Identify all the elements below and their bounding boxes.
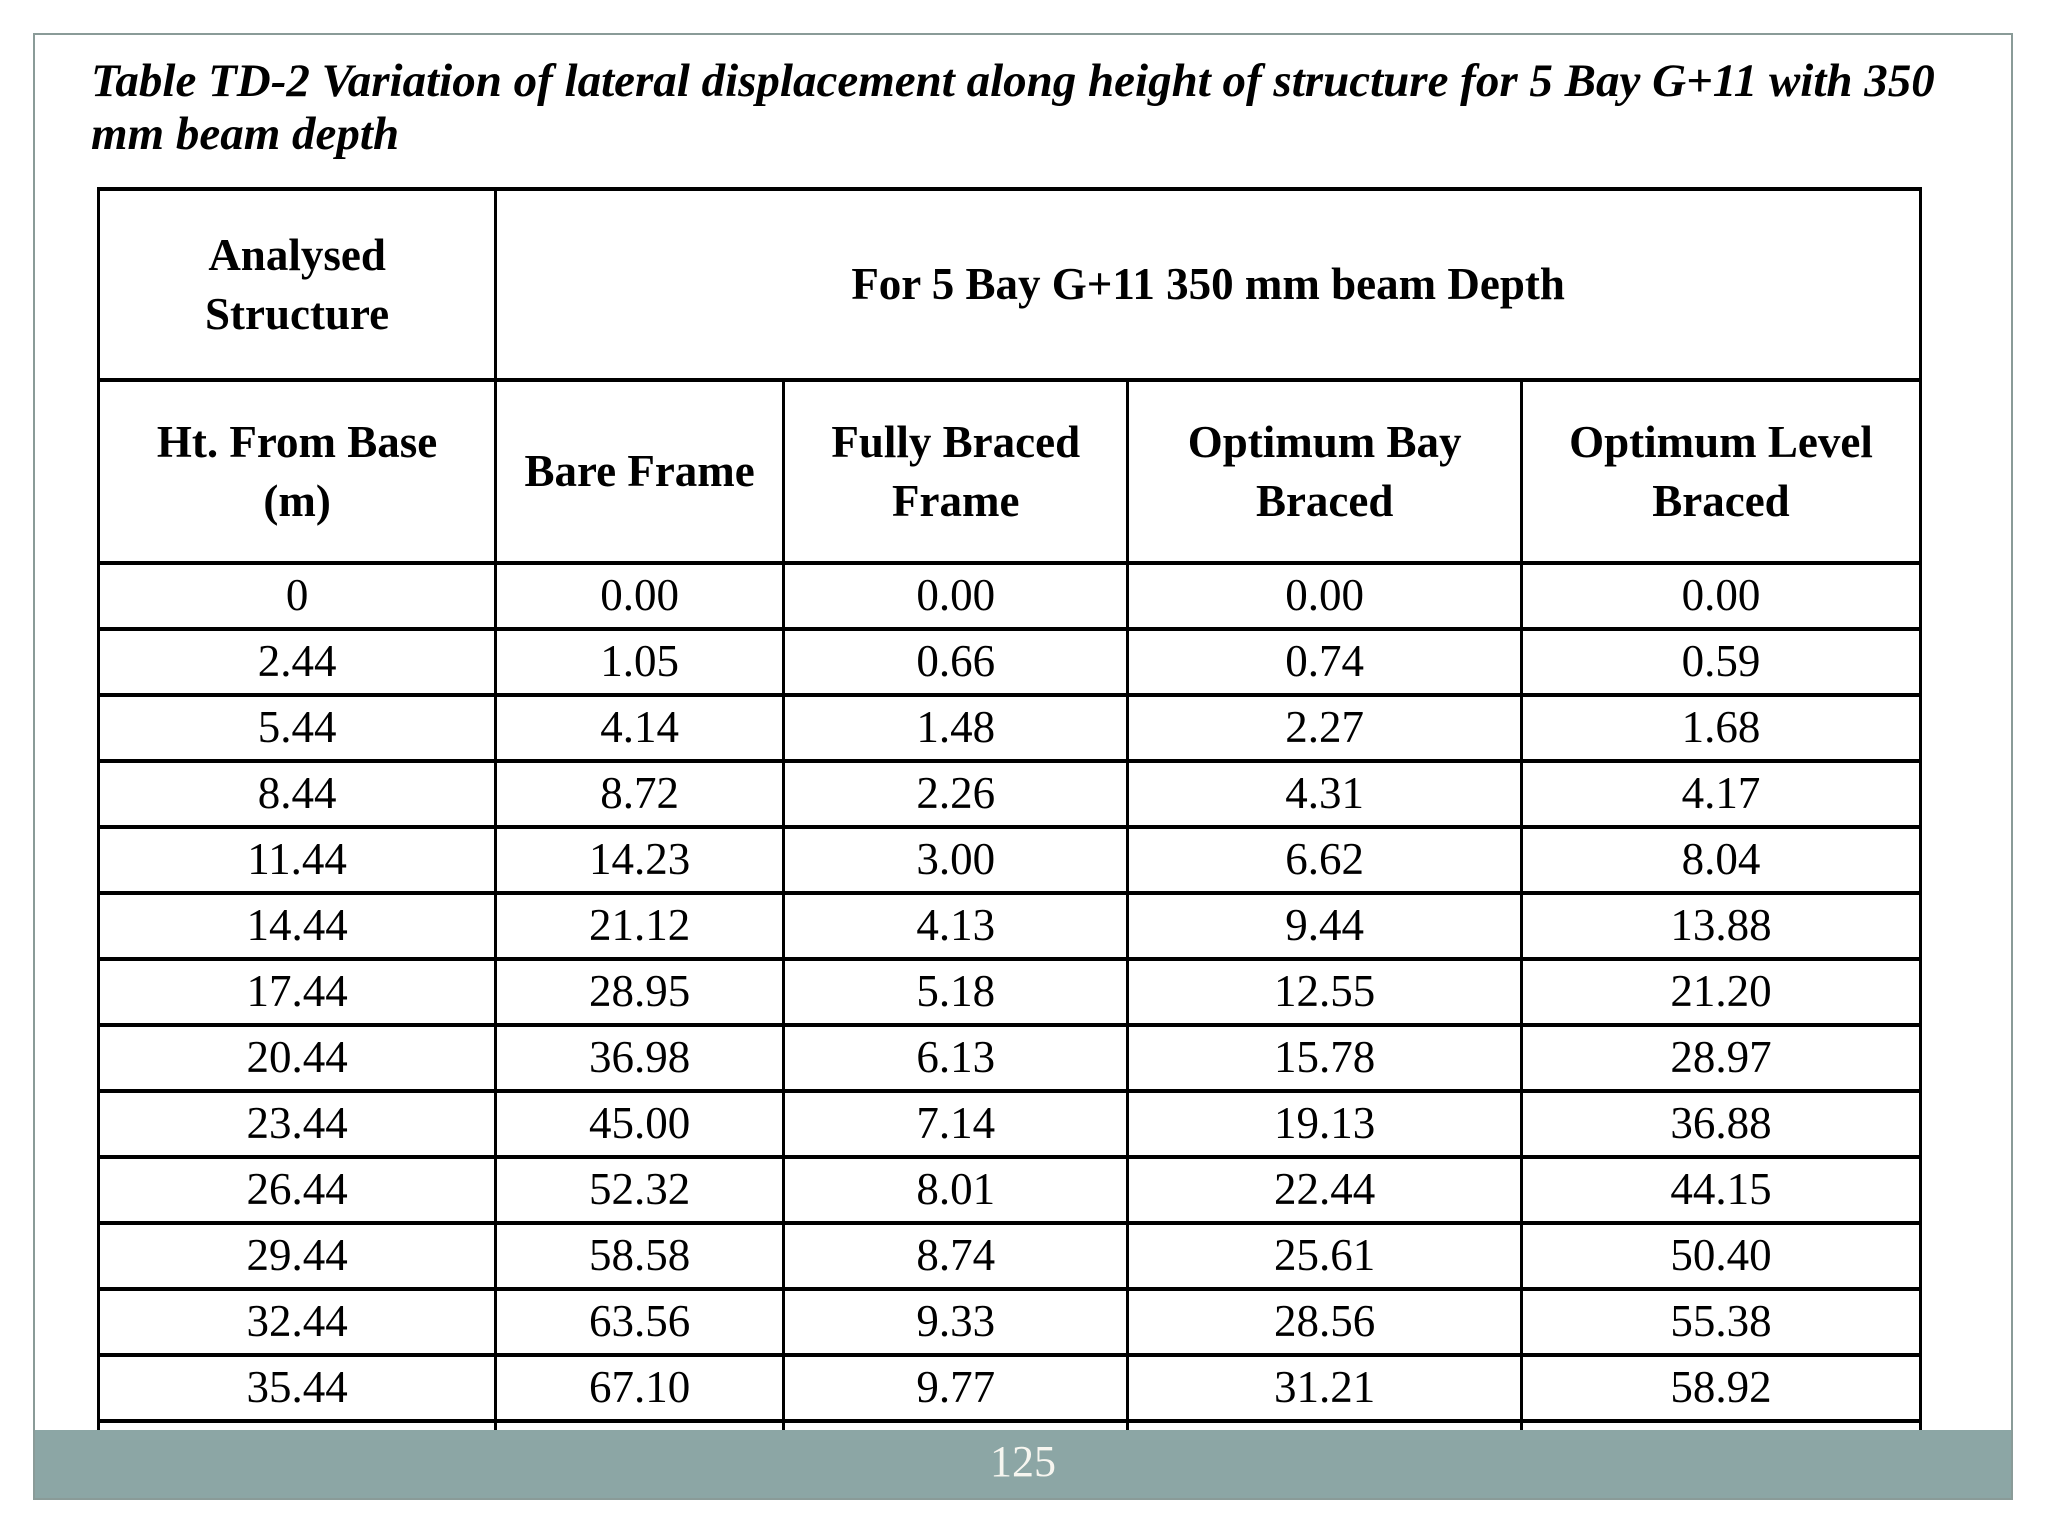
table-header-row-1: Analysed Structure For 5 Bay G+11 350 mm… <box>96 187 1922 382</box>
cell: 2.27 <box>1126 693 1523 763</box>
cell: 26.44 <box>96 1155 498 1225</box>
header-ht-from-base: Ht. From Base (m) <box>96 378 498 565</box>
cell: 35.44 <box>96 1353 498 1423</box>
cell: 13.88 <box>1519 891 1923 961</box>
cell: 28.56 <box>1126 1287 1523 1357</box>
cell: 58.92 <box>1519 1353 1923 1423</box>
cell: 21.20 <box>1519 957 1923 1027</box>
table-row: 0 0.00 0.00 0.00 0.00 <box>96 561 1923 631</box>
footer-band: 125 <box>35 1430 2011 1498</box>
header-analysed-structure: Analysed Structure <box>96 187 498 382</box>
table-row: 14.44 21.12 4.13 9.44 13.88 <box>96 891 1923 961</box>
table-row: 2.44 1.05 0.66 0.74 0.59 <box>96 627 1923 697</box>
cell: 36.88 <box>1519 1089 1923 1159</box>
cell: 58.58 <box>494 1221 786 1291</box>
cell: 1.68 <box>1519 693 1923 763</box>
cell: 0.59 <box>1519 627 1923 697</box>
table-caption: Table TD-2 Variation of lateral displace… <box>91 55 1935 160</box>
table-row: 35.44 67.10 9.77 31.21 58.92 <box>96 1353 1923 1423</box>
cell: 4.13 <box>782 891 1130 961</box>
cell: 0.00 <box>1519 561 1923 631</box>
cell: 29.44 <box>96 1221 498 1291</box>
cell: 22.44 <box>1126 1155 1523 1225</box>
cell: 15.78 <box>1126 1023 1523 1093</box>
table-row: 11.44 14.23 3.00 6.62 8.04 <box>96 825 1923 895</box>
table-row: 32.44 63.56 9.33 28.56 55.38 <box>96 1287 1923 1357</box>
header-span-group: For 5 Bay G+11 350 mm beam Depth <box>494 187 1922 382</box>
table-row: 17.44 28.95 5.18 12.55 21.20 <box>96 957 1923 1027</box>
header-bare-frame: Bare Frame <box>494 378 786 565</box>
cell: 45.00 <box>494 1089 786 1159</box>
cell: 2.26 <box>782 759 1130 829</box>
cell: 4.31 <box>1126 759 1523 829</box>
cell: 63.56 <box>494 1287 786 1357</box>
cell: 31.21 <box>1126 1353 1523 1423</box>
cell: 11.44 <box>96 825 498 895</box>
cell: 8.01 <box>782 1155 1130 1225</box>
header-fully-braced-frame: Fully Braced Frame <box>782 378 1130 565</box>
table-row: 5.44 4.14 1.48 2.27 1.68 <box>96 693 1923 763</box>
cell: 8.44 <box>96 759 498 829</box>
cell: 0.66 <box>782 627 1130 697</box>
page-number: 125 <box>990 1437 1056 1486</box>
cell: 28.95 <box>494 957 786 1027</box>
cell: 14.44 <box>96 891 498 961</box>
cell: 8.74 <box>782 1221 1130 1291</box>
cell: 5.18 <box>782 957 1130 1027</box>
cell: 9.33 <box>782 1287 1130 1357</box>
cell: 12.55 <box>1126 957 1523 1027</box>
header-optimum-level-braced: Optimum Level Braced <box>1519 378 1923 565</box>
cell: 55.38 <box>1519 1287 1923 1357</box>
cell: 44.15 <box>1519 1155 1923 1225</box>
cell: 2.44 <box>96 627 498 697</box>
cell: 8.72 <box>494 759 786 829</box>
lateral-displacement-table: Analysed Structure For 5 Bay G+11 350 mm… <box>96 187 1923 1489</box>
cell: 8.04 <box>1519 825 1923 895</box>
cell: 3.00 <box>782 825 1130 895</box>
cell: 4.14 <box>494 693 786 763</box>
cell: 21.12 <box>494 891 786 961</box>
table-row: 20.44 36.98 6.13 15.78 28.97 <box>96 1023 1923 1093</box>
cell: 9.77 <box>782 1353 1130 1423</box>
document-page: Table TD-2 Variation of lateral displace… <box>33 33 2013 1500</box>
cell: 14.23 <box>494 825 786 895</box>
table-row: 26.44 52.32 8.01 22.44 44.15 <box>96 1155 1923 1225</box>
table-header-row-2: Ht. From Base (m) Bare Frame Fully Brace… <box>96 378 1923 565</box>
cell: 50.40 <box>1519 1221 1923 1291</box>
table-row: 8.44 8.72 2.26 4.31 4.17 <box>96 759 1923 829</box>
cell: 32.44 <box>96 1287 498 1357</box>
header-optimum-bay-braced: Optimum Bay Braced <box>1126 378 1523 565</box>
cell: 36.98 <box>494 1023 786 1093</box>
table-row: 23.44 45.00 7.14 19.13 36.88 <box>96 1089 1923 1159</box>
cell: 0.00 <box>1126 561 1523 631</box>
cell: 6.62 <box>1126 825 1523 895</box>
cell: 67.10 <box>494 1353 786 1423</box>
cell: 20.44 <box>96 1023 498 1093</box>
cell: 0.00 <box>782 561 1130 631</box>
cell: 28.97 <box>1519 1023 1923 1093</box>
cell: 4.17 <box>1519 759 1923 829</box>
cell: 17.44 <box>96 957 498 1027</box>
cell: 25.61 <box>1126 1221 1523 1291</box>
cell: 6.13 <box>782 1023 1130 1093</box>
cell: 5.44 <box>96 693 498 763</box>
cell: 0 <box>96 561 498 631</box>
table-row: 29.44 58.58 8.74 25.61 50.40 <box>96 1221 1923 1291</box>
cell: 7.14 <box>782 1089 1130 1159</box>
cell: 0.74 <box>1126 627 1523 697</box>
cell: 1.48 <box>782 693 1130 763</box>
cell: 1.05 <box>494 627 786 697</box>
cell: 0.00 <box>494 561 786 631</box>
cell: 23.44 <box>96 1089 498 1159</box>
cell: 19.13 <box>1126 1089 1523 1159</box>
cell: 52.32 <box>494 1155 786 1225</box>
cell: 9.44 <box>1126 891 1523 961</box>
